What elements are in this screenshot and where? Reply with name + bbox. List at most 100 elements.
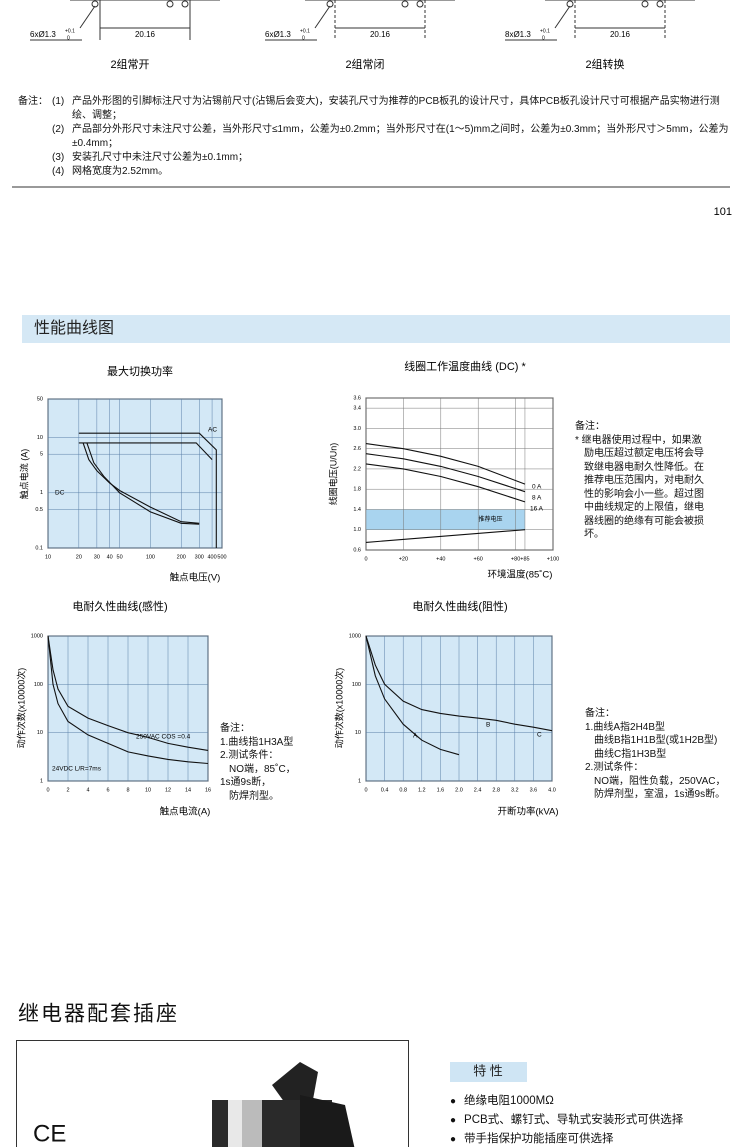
x-tick-label: 6 bbox=[106, 787, 109, 793]
y-tick-label: 50 bbox=[37, 396, 43, 402]
x-tick-label: 0.8 bbox=[399, 787, 407, 793]
curve bbox=[47, 635, 209, 751]
note-text: 网格宽度为2.52mm。 bbox=[72, 166, 169, 177]
tolerance-upper: +0.1 bbox=[540, 28, 550, 34]
hole-label: 8xØ1.3 bbox=[505, 30, 531, 39]
pitch-label: 20.16 bbox=[135, 30, 156, 39]
y-tick-label: 1 bbox=[40, 490, 43, 496]
curve bbox=[365, 463, 526, 503]
annotation: AC bbox=[208, 427, 217, 434]
x-tick-label: 8 bbox=[126, 787, 129, 793]
x-tick-label: 0 bbox=[364, 556, 367, 562]
feature: 绝缘电阻1000MΩ bbox=[450, 1092, 683, 1111]
curve bbox=[82, 442, 200, 524]
chart-note-line: 坏。 bbox=[584, 529, 604, 540]
curve bbox=[365, 529, 526, 543]
pitch-label: 20.16 bbox=[610, 30, 631, 39]
pin-hole bbox=[166, 0, 174, 8]
x-tick-label: 400 bbox=[207, 554, 216, 560]
note-text: 产品部分外形尺寸未注尺寸公差，当外形尺寸≤1mm，公差为±0.2mm；当外形尺寸… bbox=[72, 124, 729, 149]
y-axis-label: 动作次数(x10000次) bbox=[333, 668, 344, 749]
pin-hole bbox=[401, 0, 409, 8]
y-tick-label: 0.6 bbox=[353, 547, 361, 553]
tolerance-upper: +0.1 bbox=[65, 28, 75, 34]
annotation: DC bbox=[55, 490, 65, 497]
chart-note-line: NO端，阻性负载，250VAC， bbox=[594, 775, 726, 787]
annotation: 16 A bbox=[530, 506, 544, 513]
x-tick-label: +60 bbox=[474, 556, 483, 562]
x-tick-label: 3.2 bbox=[511, 787, 519, 793]
section-title: 性能曲线图 bbox=[34, 319, 114, 337]
x-tick-label: 2.8 bbox=[492, 787, 500, 793]
x-tick-label: +20 bbox=[399, 556, 408, 562]
chart-note-title: 备注： bbox=[220, 723, 250, 734]
chart-note-line: 曲线B指1H1B型(或1H2B型) bbox=[594, 735, 718, 746]
tolerance-lower: 0 bbox=[542, 35, 545, 41]
y-tick-label: 5 bbox=[40, 452, 43, 458]
y-tick-label: 1 bbox=[358, 778, 361, 784]
ce-mark: CE bbox=[33, 1120, 66, 1147]
y-tick-label: 1 bbox=[40, 778, 43, 784]
x-tick-label: 4 bbox=[86, 787, 89, 793]
note-text: 产品外形图的引脚标注尺寸为沾锡前尺寸(沾锡后会变大)，安装孔尺寸为推荐的PCB板… bbox=[72, 96, 720, 121]
feature: PCB式、螺钉式、导轨式安装形式可供选择 bbox=[450, 1111, 683, 1130]
chart-note-line: 防焊剂型，室温，1s通9s断。 bbox=[594, 789, 726, 800]
drawing-caption: 2组转换 bbox=[585, 57, 624, 71]
chart-title: 线圈工作温度曲线 (DC) * bbox=[404, 359, 526, 373]
band bbox=[366, 509, 525, 530]
y-axis-label: 线圈电压(U/Un) bbox=[327, 443, 338, 506]
pin-hole bbox=[91, 0, 99, 8]
note-num: (1) bbox=[52, 96, 65, 107]
chart-note-line: 2.测试条件： bbox=[220, 750, 279, 761]
note-num: (3) bbox=[52, 152, 65, 163]
chart-note-line: 1s通9s断， bbox=[220, 777, 272, 788]
annotation: 24VDC L/R=7ms bbox=[52, 766, 102, 773]
chart-title: 最大切换功率 bbox=[107, 364, 173, 378]
pin-hole bbox=[641, 0, 649, 8]
x-tick-label: 14 bbox=[185, 787, 191, 793]
x-tick-label: 30 bbox=[94, 554, 100, 560]
x-tick-label: +85 bbox=[520, 556, 529, 562]
chart-note-line: 性的影响会小一些。超过图 bbox=[584, 488, 704, 500]
x-tick-label: 0 bbox=[364, 787, 367, 793]
tolerance-lower: 0 bbox=[302, 35, 305, 41]
notes: 备注： (1) 产品外形图的引脚标注尺寸为沾锡前尺寸(沾锡后会变大)，安装孔尺寸为推… bbox=[18, 95, 733, 179]
x-axis-label: 环境温度(85˚C) bbox=[488, 569, 553, 581]
x-tick-label: 500 bbox=[217, 554, 226, 560]
chart-title: 电耐久性曲线(感性) bbox=[72, 599, 167, 613]
chart-note-line: 励电压超过额定电压将会导 bbox=[584, 448, 704, 459]
x-tick-label: 300 bbox=[195, 554, 204, 560]
y-tick-label: 1.0 bbox=[353, 527, 361, 533]
y-tick-label: 0.5 bbox=[35, 507, 43, 513]
curve bbox=[78, 432, 217, 548]
y-tick-label: 10 bbox=[37, 730, 43, 736]
x-tick-label: 100 bbox=[146, 554, 155, 560]
x-axis-label: 开断功率(kVA) bbox=[497, 806, 558, 818]
y-tick-label: 3.6 bbox=[353, 395, 361, 401]
note-text: 安装孔尺寸中未注尺寸公差为±0.1mm； bbox=[72, 152, 249, 163]
annotation: 0 A bbox=[532, 484, 542, 491]
y-axis-label: 动作次数(x10000次) bbox=[15, 668, 26, 749]
y-tick-label: 3.4 bbox=[353, 406, 361, 412]
x-tick-label: 4.0 bbox=[548, 787, 556, 793]
y-tick-label: 2.2 bbox=[353, 466, 361, 472]
features-title: 特 性 bbox=[473, 1063, 503, 1078]
chart-note: 备注： 1.曲线指1H3A型 2.测试条件： NO端，85˚C， 1s通9s断， 防焊剂型… bbox=[220, 722, 296, 803]
chart-note-line: 致继电器电耐久性降低。在 bbox=[584, 461, 704, 473]
tolerance-lower: 0 bbox=[67, 35, 70, 41]
chart-title: 电耐久性曲线(阻性) bbox=[412, 599, 507, 613]
x-tick-label: 16 bbox=[205, 787, 211, 793]
y-axis-label: 触点电流 (A) bbox=[18, 449, 29, 500]
notes-label: 备注： bbox=[18, 96, 48, 107]
leader bbox=[79, 5, 96, 29]
x-tick-label: 2.0 bbox=[455, 787, 463, 793]
x-axis-label: 触点电流(A) bbox=[160, 806, 211, 818]
chart-note-line: 器线圈的绝缘有可能会被损 bbox=[584, 515, 704, 527]
annotation: 250VAC COS =0.4 bbox=[136, 734, 191, 741]
x-tick-label: 0 bbox=[46, 787, 49, 793]
chart-note-line: 1.曲线指1H3A型 bbox=[220, 736, 294, 748]
tolerance-upper: +0.1 bbox=[300, 28, 310, 34]
y-tick-label: 0.1 bbox=[35, 545, 43, 551]
y-tick-label: 2.6 bbox=[353, 446, 361, 452]
